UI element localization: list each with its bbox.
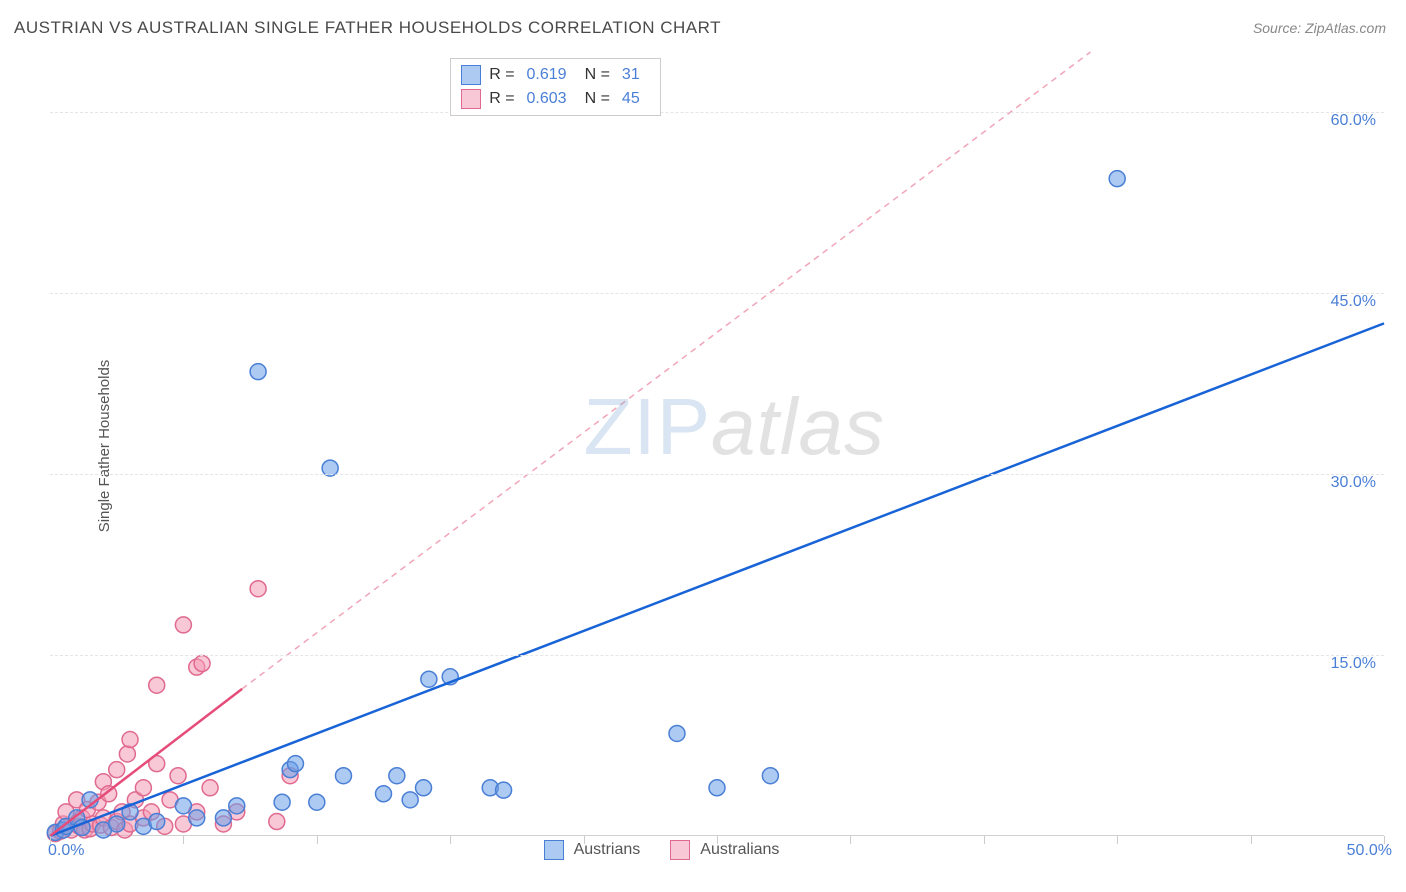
- data-point-pink: [202, 780, 218, 796]
- data-point-pink: [175, 617, 191, 633]
- n-value: 31: [622, 66, 640, 84]
- correlation-legend: R = 0.619 N = 31 R = 0.603 N = 45: [450, 58, 661, 116]
- x-axis-min-label: 0.0%: [48, 842, 84, 860]
- data-point-blue: [250, 364, 266, 380]
- r-label: R =: [489, 90, 514, 108]
- data-point-blue: [402, 792, 418, 808]
- data-point-blue: [149, 814, 165, 830]
- y-tick-label: 45.0%: [1331, 293, 1376, 311]
- data-point-blue: [189, 810, 205, 826]
- data-point-pink: [135, 780, 151, 796]
- series-legend: Austrians Australians: [544, 840, 800, 860]
- data-point-pink: [170, 768, 186, 784]
- chart-container: { "title": "AUSTRIAN VS AUSTRALIAN SINGL…: [0, 0, 1406, 892]
- data-point-blue: [389, 768, 405, 784]
- data-point-blue: [309, 794, 325, 810]
- x-tick: [1117, 836, 1118, 844]
- corr-legend-row: R = 0.619 N = 31: [461, 65, 650, 85]
- gridline: [50, 474, 1384, 475]
- x-tick: [1251, 836, 1252, 844]
- data-point-blue: [1109, 171, 1125, 187]
- data-point-blue: [215, 810, 231, 826]
- data-point-pink: [119, 746, 135, 762]
- y-tick-label: 15.0%: [1331, 655, 1376, 673]
- data-point-blue: [109, 816, 125, 832]
- data-point-pink: [122, 732, 138, 748]
- legend-swatch: [544, 840, 564, 860]
- data-point-blue: [274, 794, 290, 810]
- data-point-blue: [175, 798, 191, 814]
- x-tick: [450, 836, 451, 844]
- legend-label: Austrians: [574, 841, 641, 859]
- data-point-blue: [416, 780, 432, 796]
- source-label: Source: ZipAtlas.com: [1253, 20, 1386, 36]
- data-point-blue: [709, 780, 725, 796]
- data-point-blue: [376, 786, 392, 802]
- r-value: 0.603: [527, 90, 567, 108]
- x-tick: [984, 836, 985, 844]
- x-tick: [850, 836, 851, 844]
- corr-legend-row: R = 0.603 N = 45: [461, 89, 650, 109]
- x-tick: [183, 836, 184, 844]
- trend-line: [50, 323, 1384, 836]
- legend-label: Australians: [700, 841, 779, 859]
- data-point-pink: [109, 762, 125, 778]
- data-point-blue: [762, 768, 778, 784]
- n-value: 45: [622, 90, 640, 108]
- data-point-blue: [669, 725, 685, 741]
- data-point-pink: [194, 656, 210, 672]
- gridline: [50, 655, 1384, 656]
- chart-title: AUSTRIAN VS AUSTRALIAN SINGLE FATHER HOU…: [14, 18, 721, 38]
- data-point-pink: [250, 581, 266, 597]
- data-point-pink: [149, 677, 165, 693]
- y-tick-label: 60.0%: [1331, 112, 1376, 130]
- legend-swatch: [461, 89, 481, 109]
- r-label: R =: [489, 66, 514, 84]
- gridline: [50, 293, 1384, 294]
- r-value: 0.619: [527, 66, 567, 84]
- x-axis-max-label: 50.0%: [1347, 842, 1392, 860]
- data-point-blue: [229, 798, 245, 814]
- data-point-blue: [287, 756, 303, 772]
- trend-line: [242, 52, 1090, 689]
- data-point-blue: [335, 768, 351, 784]
- y-tick-label: 30.0%: [1331, 474, 1376, 492]
- n-label: N =: [585, 90, 610, 108]
- data-point-pink: [269, 814, 285, 830]
- plot-svg: [50, 52, 1384, 836]
- data-point-blue: [496, 782, 512, 798]
- legend-swatch: [670, 840, 690, 860]
- data-point-blue: [421, 671, 437, 687]
- x-tick: [317, 836, 318, 844]
- gridline: [50, 112, 1384, 113]
- plot-area: ZIPatlas 15.0%30.0%45.0%60.0%: [50, 52, 1384, 836]
- n-label: N =: [585, 66, 610, 84]
- legend-swatch: [461, 65, 481, 85]
